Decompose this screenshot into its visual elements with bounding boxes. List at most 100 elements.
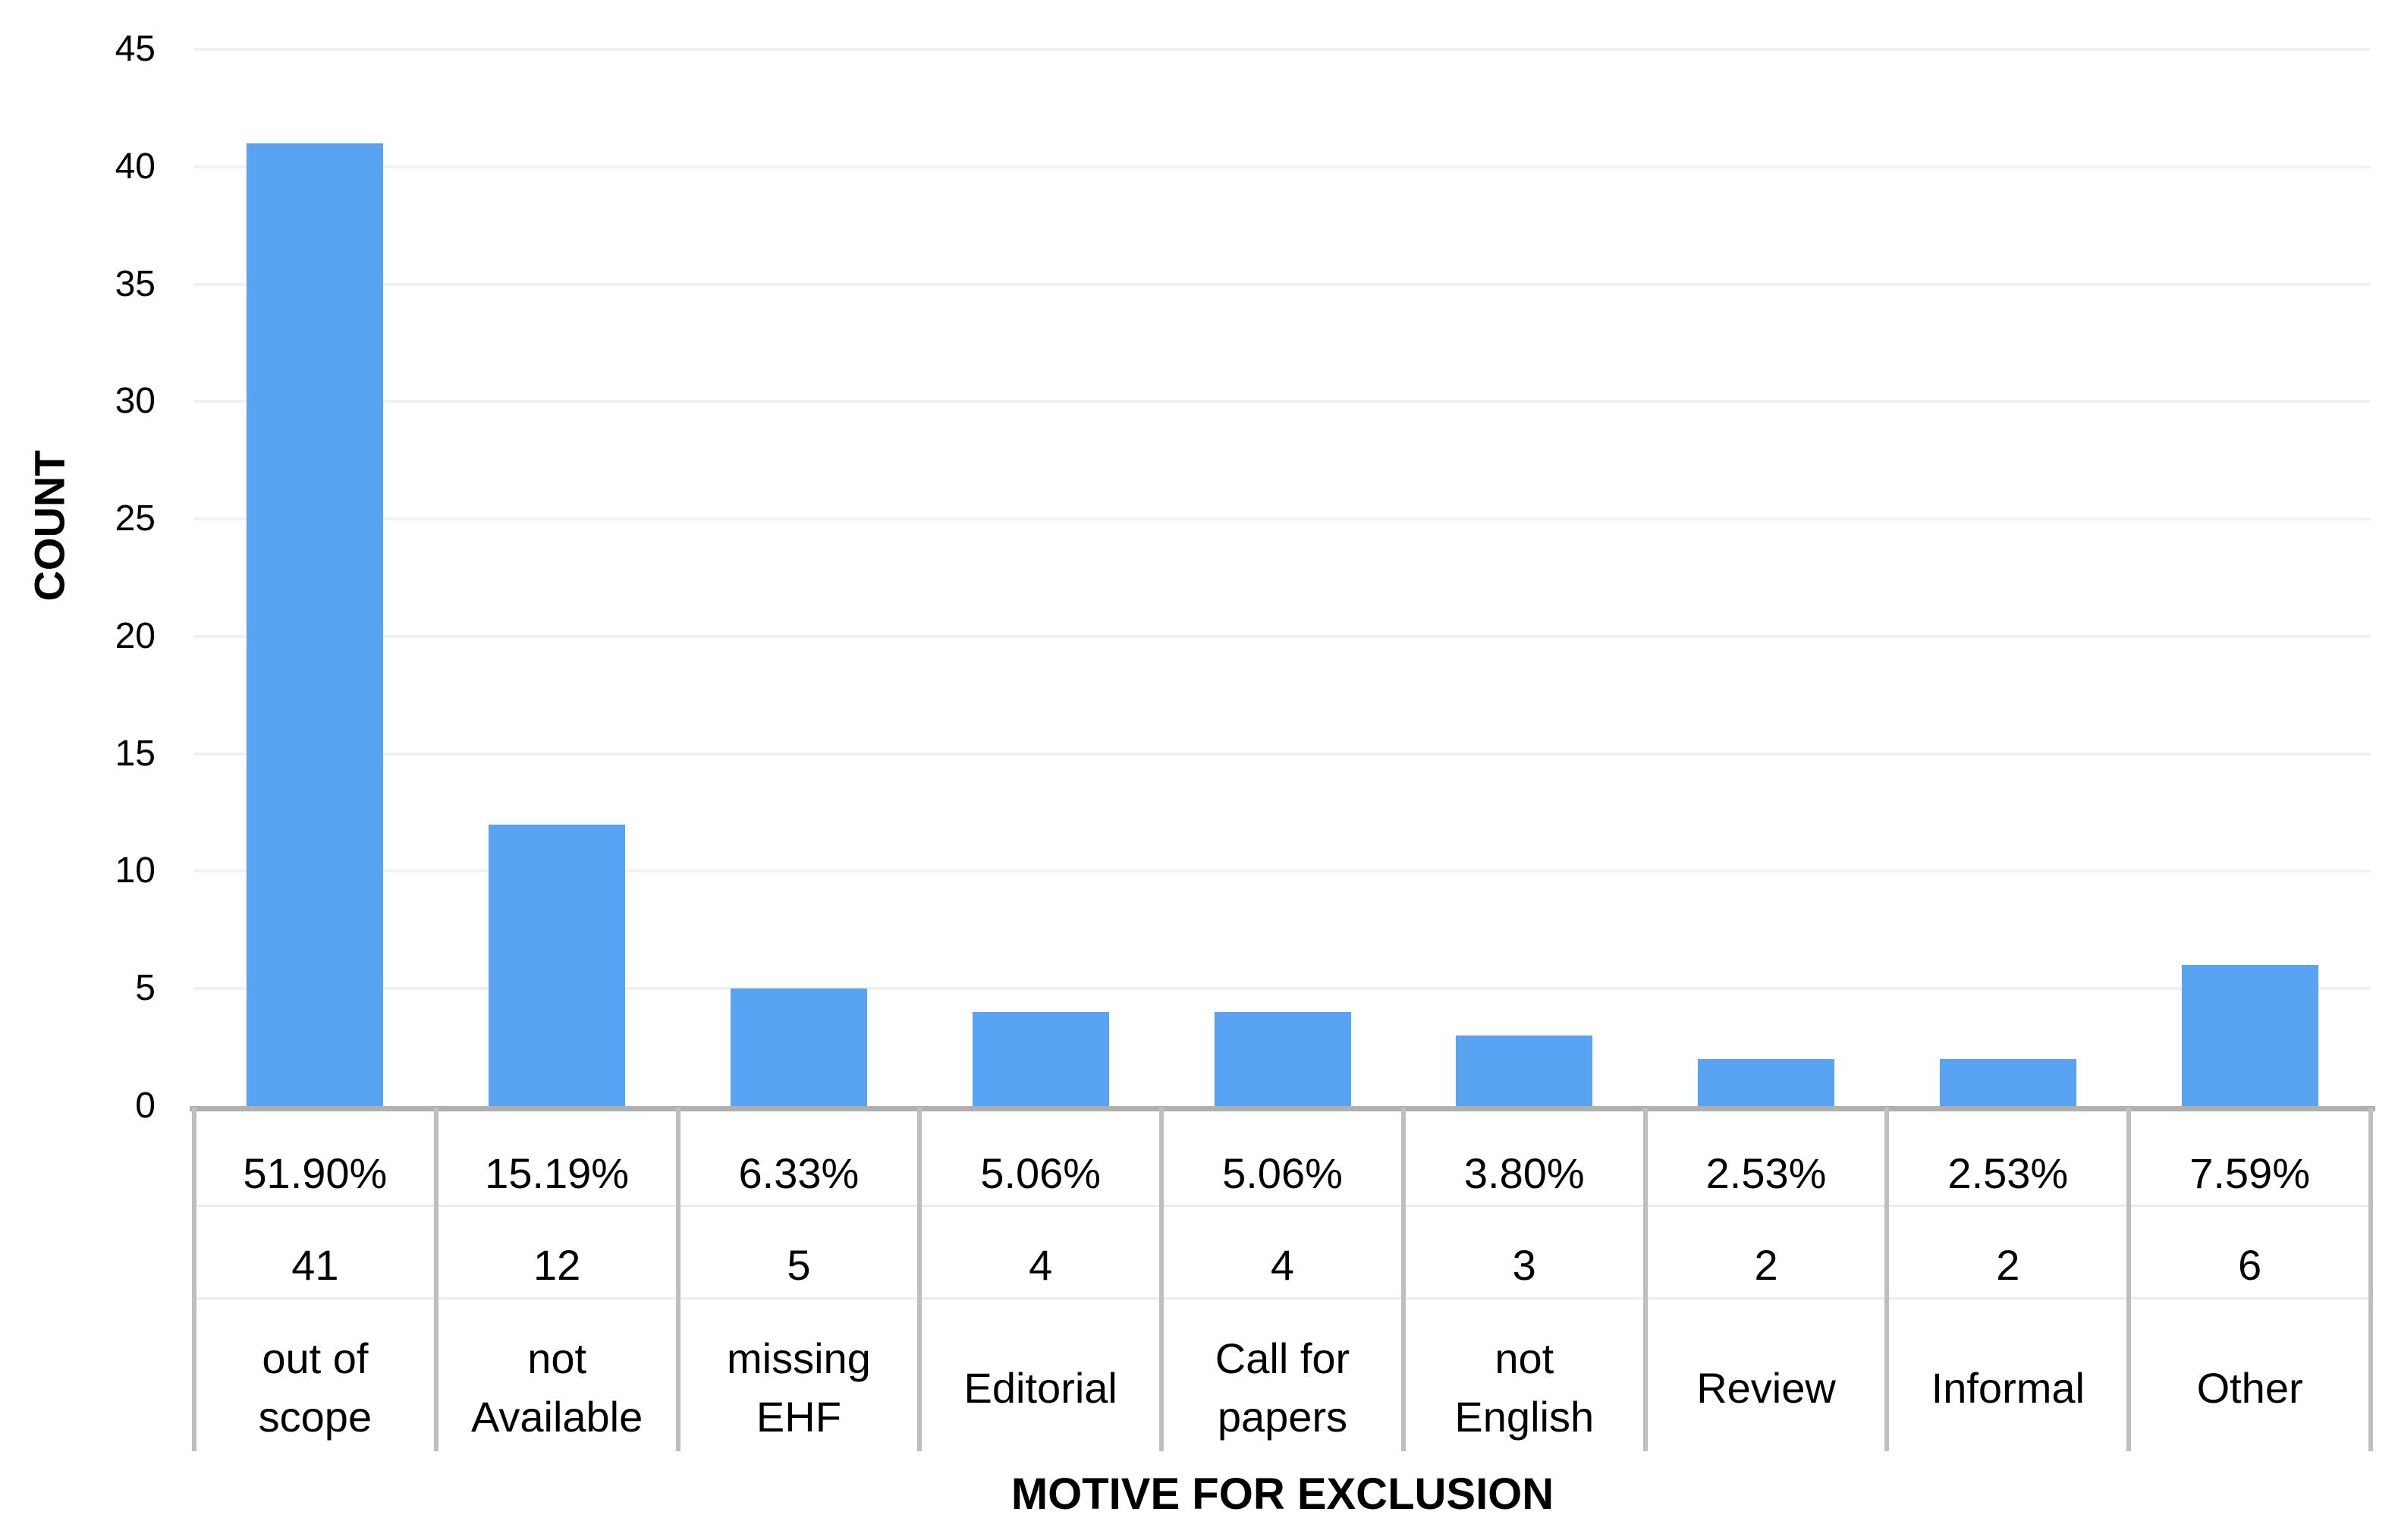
y-tick-label: 10 <box>115 850 156 891</box>
table-percent-cell: 7.59% <box>2129 1111 2371 1205</box>
table-percent-cell: 2.53% <box>1645 1111 1887 1205</box>
count-value: 41 <box>291 1240 339 1289</box>
table-row-border <box>196 1297 2371 1300</box>
table-percent-cell: 2.53% <box>1887 1111 2129 1205</box>
bar <box>730 988 867 1106</box>
table-column-border <box>1642 1108 1648 1451</box>
bar <box>247 143 384 1106</box>
category-label-line: Call for <box>1215 1334 1350 1382</box>
gridline <box>194 869 2371 873</box>
table-percent-cell: 5.06% <box>919 1111 1161 1205</box>
category-label-line: EHF <box>756 1393 841 1441</box>
table-category-cell: not Available <box>436 1297 678 1464</box>
table-column: 2.53% 2 Informal <box>1887 1111 2129 1464</box>
table-percent-cell: 6.33% <box>678 1111 920 1205</box>
y-tick-label: 30 <box>115 381 156 422</box>
table-count-cell: 12 <box>436 1205 678 1297</box>
bar <box>489 824 626 1106</box>
category-label-line: Available <box>471 1393 643 1441</box>
category-label-line: Editorial <box>963 1363 1117 1412</box>
table-column-border <box>192 1108 196 1451</box>
category-label-line: papers <box>1217 1393 1348 1441</box>
table-row-border <box>196 1205 2371 1207</box>
table-column: 5.06% 4 Editorial <box>919 1111 1161 1464</box>
table-count-cell: 4 <box>919 1205 1161 1297</box>
category-label-line: Informal <box>1931 1363 2085 1412</box>
table-count-cell: 6 <box>2129 1205 2371 1297</box>
table-column: 7.59% 6 Other <box>2129 1111 2371 1464</box>
table-category-cell: Editorial <box>919 1297 1161 1464</box>
table-column-border <box>675 1108 680 1451</box>
table-count-cell: 5 <box>678 1205 920 1297</box>
table-percent-cell: 3.80% <box>1403 1111 1645 1205</box>
table-column-border <box>1884 1108 1890 1451</box>
table-column-border <box>2126 1108 2132 1451</box>
gridline <box>194 987 2371 991</box>
bar <box>1214 1012 1351 1106</box>
table-category-cell: Review <box>1645 1297 1887 1464</box>
bar <box>972 1012 1109 1106</box>
percent-value: 3.80% <box>1463 1149 1585 1197</box>
category-label-line: Other <box>2196 1363 2303 1412</box>
percent-value: 2.53% <box>1705 1149 1827 1197</box>
y-tick-label: 15 <box>115 733 156 774</box>
category-label-line: not <box>527 1334 587 1382</box>
table-column: 2.53% 2 Review <box>1645 1111 1887 1464</box>
y-tick-label: 25 <box>115 498 156 539</box>
count-value: 4 <box>1270 1240 1295 1289</box>
bar <box>1456 1036 1593 1106</box>
table-percent-cell: 15.19% <box>436 1111 678 1205</box>
count-value: 6 <box>2238 1240 2262 1289</box>
table-column: 51.90% 41 out of scope <box>194 1111 436 1464</box>
count-value: 4 <box>1029 1240 1053 1289</box>
count-value: 2 <box>1996 1240 2020 1289</box>
table-count-cell: 2 <box>1887 1205 2129 1297</box>
table-category-cell: Other <box>2129 1297 2371 1464</box>
percent-value: 5.06% <box>980 1149 1102 1197</box>
category-label-line: scope <box>258 1393 372 1441</box>
table-category-cell: Call for papers <box>1161 1297 1403 1464</box>
table-column: 5.06% 4 Call for papers <box>1161 1111 1403 1464</box>
count-value: 3 <box>1512 1240 1536 1289</box>
gridline <box>194 48 2371 51</box>
category-label-line: English <box>1454 1393 1595 1441</box>
table-category-cell: out of scope <box>194 1297 436 1464</box>
table-count-cell: 4 <box>1161 1205 1403 1297</box>
table-column: 15.19% 12 not Available <box>436 1111 678 1464</box>
table-category-cell: not English <box>1403 1297 1645 1464</box>
table-category-cell: Informal <box>1887 1297 2129 1464</box>
percent-value: 15.19% <box>485 1149 630 1197</box>
percent-value: 51.90% <box>243 1149 388 1197</box>
y-tick-label: 20 <box>115 615 156 656</box>
y-tick-label: 0 <box>135 1086 156 1126</box>
category-label-line: missing <box>727 1334 871 1382</box>
y-tick-label: 40 <box>115 146 156 187</box>
category-label-line: Review <box>1696 1363 1836 1412</box>
y-tick-label: 45 <box>115 29 156 69</box>
bar <box>2181 965 2318 1106</box>
gridline <box>194 634 2371 638</box>
table-column-border <box>2368 1108 2373 1451</box>
gridline <box>194 165 2371 168</box>
table-column-border <box>917 1108 922 1451</box>
y-tick-label: 35 <box>115 263 156 304</box>
bar <box>1698 1059 1835 1106</box>
table-count-cell: 3 <box>1403 1205 1645 1297</box>
table-column-border <box>1400 1108 1406 1451</box>
table-category-cell: missing EHF <box>678 1297 920 1464</box>
table-percent-cell: 5.06% <box>1161 1111 1403 1205</box>
bar <box>1939 1059 2076 1106</box>
table-count-cell: 41 <box>194 1205 436 1297</box>
table-percent-cell: 51.90% <box>194 1111 436 1205</box>
category-label-line: out of <box>262 1334 369 1382</box>
table-column-border <box>1159 1108 1164 1451</box>
category-label-line: not <box>1495 1334 1554 1382</box>
percent-value: 5.06% <box>1222 1149 1343 1197</box>
count-value: 2 <box>1754 1240 1778 1289</box>
gridline <box>194 282 2371 286</box>
x-axis-line <box>190 1106 2375 1111</box>
table-column: 3.80% 3 not English <box>1403 1111 1645 1464</box>
gridline <box>194 752 2371 756</box>
x-axis-title: MOTIVE FOR EXCLUSION <box>1010 1469 1554 1519</box>
